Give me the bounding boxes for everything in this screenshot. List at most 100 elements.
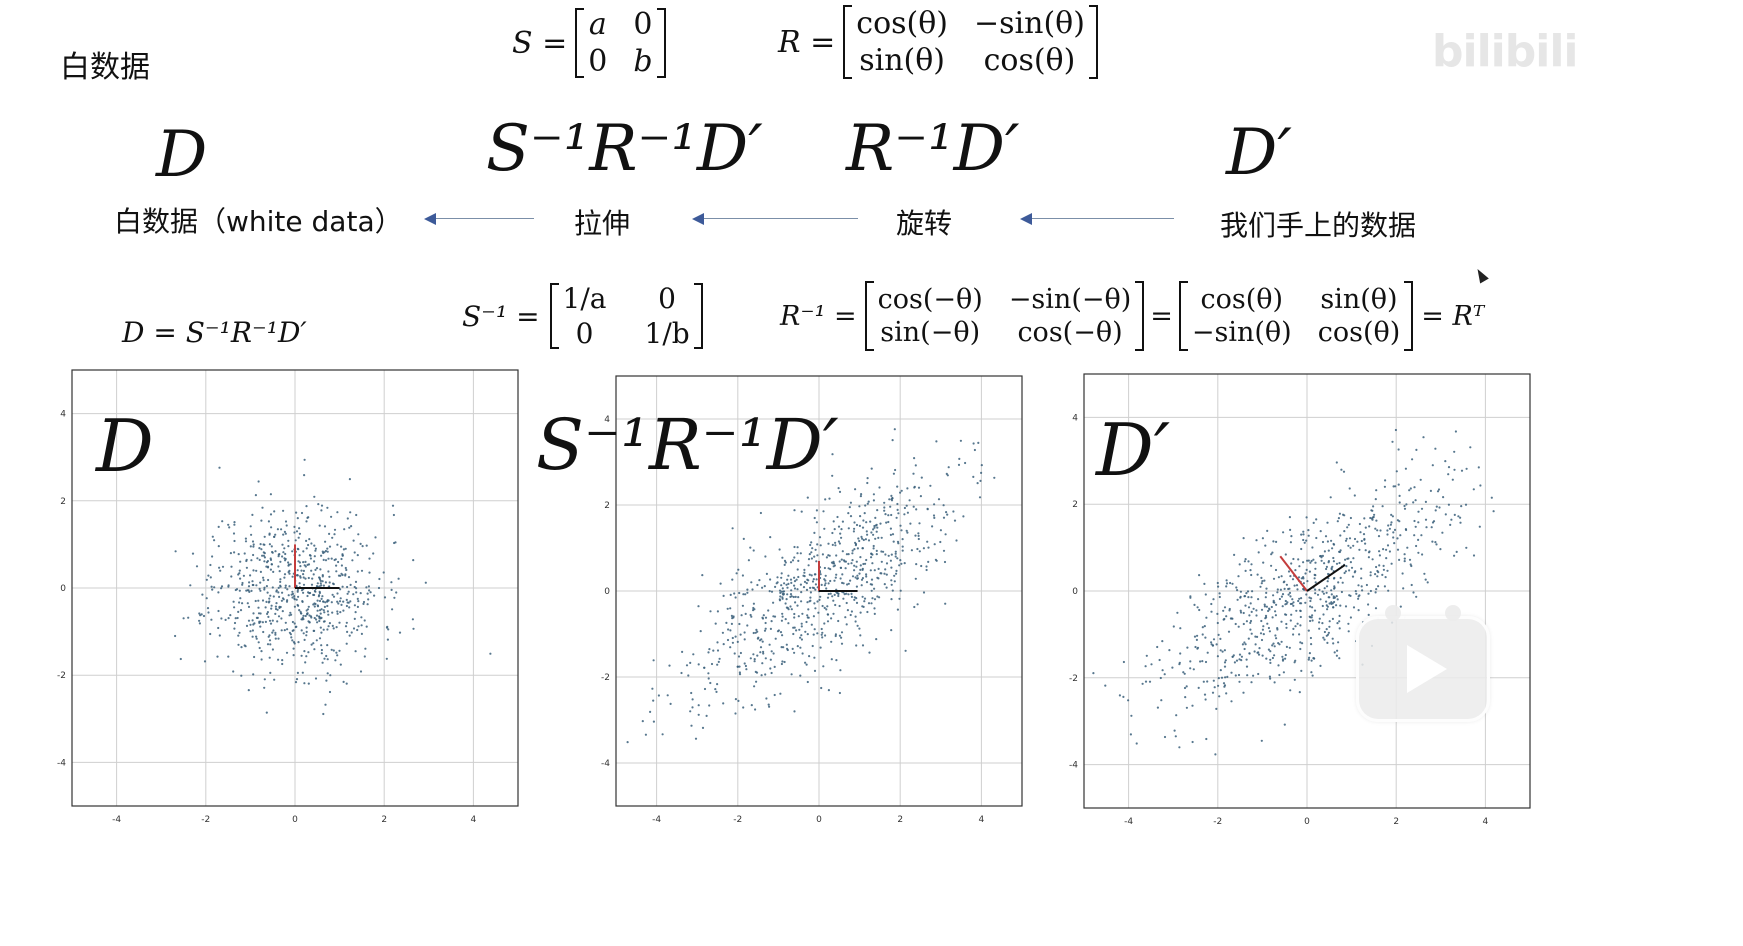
data-point [291,575,294,578]
data-point [759,651,762,654]
data-point [773,665,776,668]
data-point [824,574,827,577]
data-point [939,529,942,532]
data-point [823,622,826,625]
data-point [1344,558,1347,561]
data-point [731,527,734,530]
data-point [1339,534,1342,537]
data-point [324,540,327,543]
data-point [318,585,321,588]
data-point [323,620,326,623]
data-point [736,665,739,668]
data-point [360,569,364,572]
data-point [332,595,336,598]
data-point [251,540,255,543]
data-point [281,543,284,546]
data-point [1183,686,1187,690]
data-point [1300,533,1303,536]
data-point [769,578,772,581]
data-point [1490,496,1493,499]
data-point [796,604,799,607]
data-point [1245,658,1248,661]
data-point [805,620,808,624]
data-point [1361,589,1364,592]
data-point [882,550,885,553]
data-point [1249,619,1253,623]
data-point [1330,602,1333,605]
data-point [219,569,222,572]
data-point [652,699,655,702]
data-point [1301,642,1304,645]
data-point [742,537,745,540]
data-point [1376,575,1379,578]
data-point [295,598,298,601]
flow-label-our-data: 我们手上的数据 [1220,209,1417,242]
data-point [1420,534,1423,537]
data-point [1327,549,1330,552]
data-point [836,515,839,519]
data-point [901,538,904,541]
data-point [865,530,868,533]
data-point [1347,622,1350,625]
data-point [866,533,869,536]
data-point [718,657,721,660]
data-point [318,637,322,640]
data-point [355,591,358,594]
data-point [699,630,702,633]
data-point [335,570,338,573]
data-point [1274,610,1277,613]
data-point [269,643,272,646]
data-point [847,593,850,596]
data-point [931,525,934,528]
data-point [316,605,320,608]
data-point [316,582,319,585]
data-point [793,584,796,587]
data-point [1296,588,1299,591]
R-matrix-definition: R = cos(θ) −sin(θ) sin(θ) cos(θ) [778,4,1098,80]
data-point [209,563,212,567]
data-point [855,597,858,600]
data-point [360,632,363,635]
data-point [1386,544,1390,547]
data-point [809,591,812,594]
data-point [377,586,381,590]
data-point [270,526,273,529]
data-point [238,631,241,634]
data-point [189,584,192,587]
data-point [1198,608,1201,612]
data-point [221,565,225,568]
data-point [1282,531,1285,534]
data-point [352,627,356,630]
data-point [327,570,330,573]
matrix-cell: −sin(θ) [974,6,1085,41]
R-matrix: cos(θ) −sin(θ) sin(θ) cos(θ) [843,5,1098,79]
data-point [273,678,276,681]
data-point [1318,627,1321,630]
data-point [309,591,312,595]
data-point [1410,583,1413,587]
data-point [799,646,802,649]
data-point [1371,509,1374,512]
data-point [247,605,251,608]
data-point [846,583,849,586]
data-point [717,660,720,663]
data-point [964,461,967,465]
data-point [1363,517,1366,520]
data-point [1309,561,1312,564]
data-point [217,609,220,613]
data-point [1265,657,1268,660]
video-play-button[interactable] [1356,605,1490,722]
data-point [306,594,309,598]
data-point [357,625,360,628]
matrix-cell: sin(−θ) [880,317,981,348]
data-point [334,659,337,662]
data-point [255,616,258,619]
data-point [293,605,296,608]
data-point [1310,659,1313,662]
data-point [277,565,280,568]
data-point [764,621,767,625]
data-point [340,557,343,561]
data-point [1305,568,1308,571]
x-tick-label: 4 [979,815,985,825]
data-point [1204,660,1208,664]
